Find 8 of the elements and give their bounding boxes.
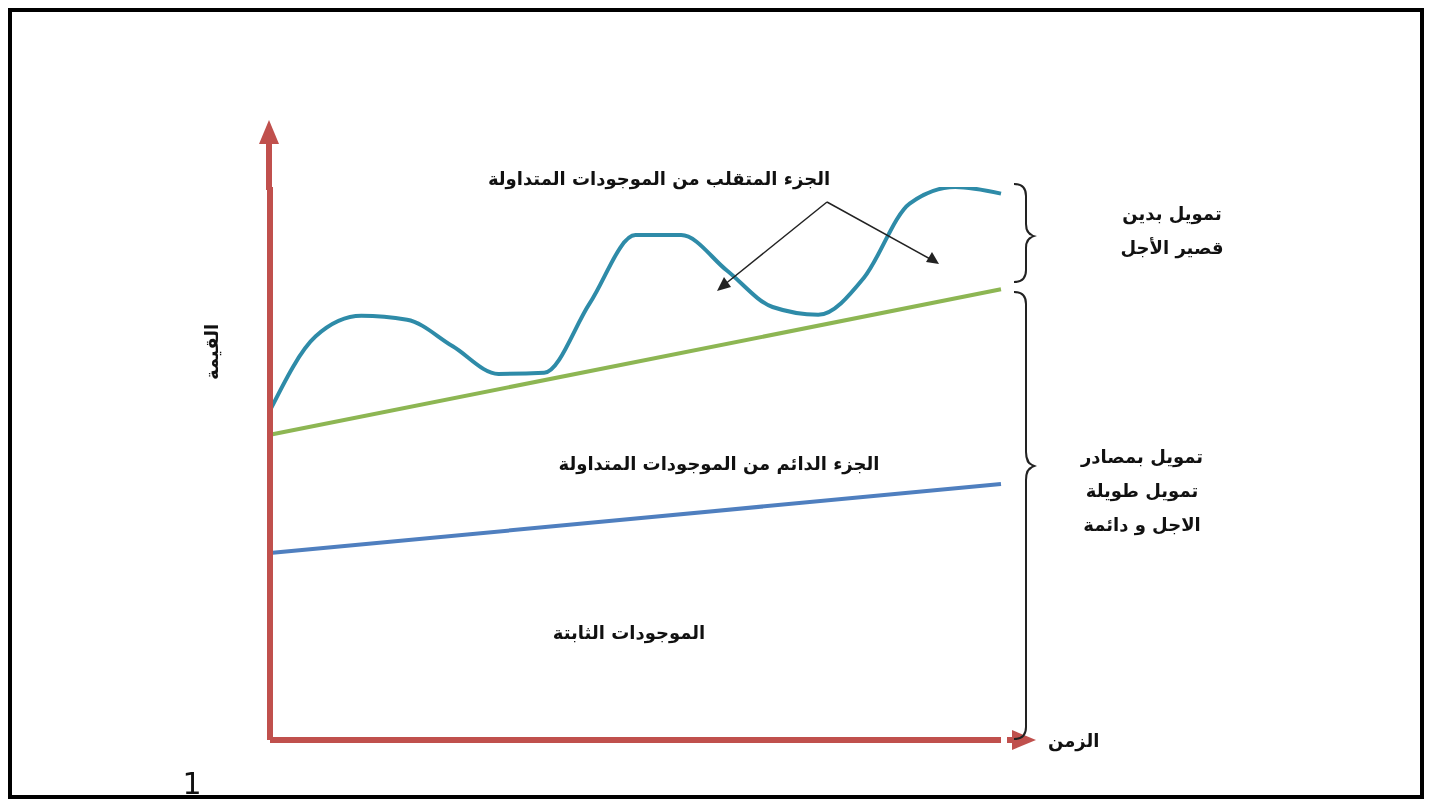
y-axis-title: القيمة	[200, 323, 223, 381]
text: تمويل بدين قصير الأجل	[1120, 202, 1224, 261]
text: تمويل بمصادر تمويل طويلة الاجل و دائمة	[1080, 445, 1204, 538]
annotation: الجزء الدائم من الموجودات المتداولة	[558, 452, 880, 477]
x-axis-title: الزمن	[1048, 729, 1100, 754]
annotation: الجزء المتقلب من الموجودات المتداولة	[487, 167, 831, 192]
text: 1	[182, 766, 202, 801]
annotation: الموجودات الثابتة	[552, 621, 706, 646]
